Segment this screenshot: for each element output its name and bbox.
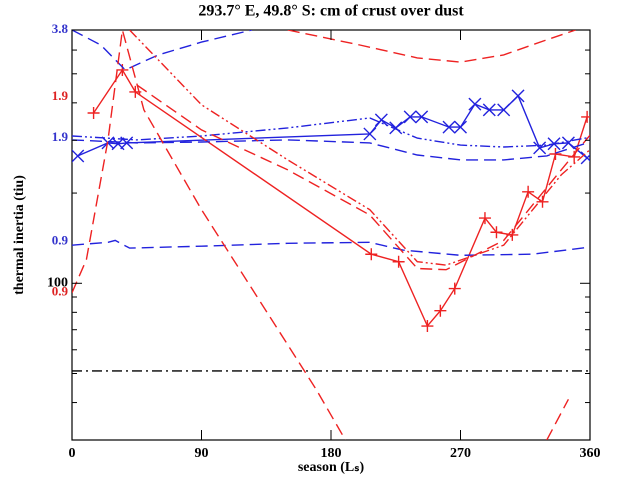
marker <box>116 63 129 76</box>
annotation: 1.9 <box>52 88 69 103</box>
marker <box>421 320 434 333</box>
marker <box>536 195 549 208</box>
marker <box>533 141 547 155</box>
marker <box>448 282 461 295</box>
marker <box>442 120 456 134</box>
y-tick-label: 100 <box>47 276 68 291</box>
plot-area <box>72 30 590 440</box>
marker <box>581 110 590 123</box>
marker <box>561 136 575 150</box>
series-line <box>72 117 590 148</box>
series-line <box>287 30 576 63</box>
marker <box>468 97 482 111</box>
series-line <box>93 68 588 328</box>
x-axis-label: season (Lₛ) <box>298 460 365 475</box>
chart-title: 293.7° E, 49.8° S: cm of crust over dust <box>198 3 464 20</box>
marker <box>568 150 581 163</box>
series-line <box>136 84 590 271</box>
annotation: 3.8 <box>52 21 69 36</box>
x-tick-label: 360 <box>580 446 601 461</box>
marker <box>392 255 405 268</box>
marker <box>403 110 417 124</box>
x-tick-label: 180 <box>321 446 342 461</box>
annotation: 0.9 <box>52 232 69 247</box>
x-tick-label: 90 <box>195 446 209 461</box>
marker <box>511 89 525 103</box>
marker <box>580 151 590 165</box>
series-line <box>72 30 570 440</box>
marker <box>490 226 503 239</box>
x-tick-label: 270 <box>450 446 471 461</box>
marker <box>522 185 535 198</box>
marker <box>363 127 377 141</box>
marker <box>482 103 496 117</box>
marker <box>87 106 100 119</box>
series-line <box>72 139 590 161</box>
x-tick-label: 0 <box>69 446 76 461</box>
series-line <box>72 239 590 257</box>
marker <box>549 148 562 161</box>
series-line <box>129 30 590 266</box>
annotation: 0.9 <box>52 284 69 299</box>
marker <box>374 113 388 127</box>
marker <box>478 212 491 225</box>
annotation: 1.9 <box>52 129 69 144</box>
marker <box>415 110 429 124</box>
marker <box>72 149 85 163</box>
y-axis-label: thermal inertia (tiu) <box>12 175 27 295</box>
marker <box>454 120 467 134</box>
marker <box>365 248 378 261</box>
marker <box>497 103 511 117</box>
marker <box>389 121 403 135</box>
series-line <box>72 30 253 71</box>
marker <box>434 304 447 317</box>
